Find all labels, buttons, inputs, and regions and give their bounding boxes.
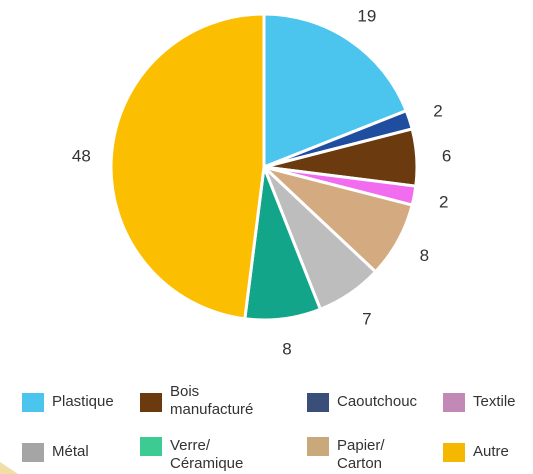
pie-slice-8 (109, 12, 266, 321)
data-label-3: 6 (442, 147, 451, 166)
legend-swatch-metal (22, 443, 44, 462)
data-label-5: 8 (420, 246, 429, 265)
legend-label-bois-line1: Bois (170, 383, 200, 400)
legend-item-bois: Bois manufacturé (140, 383, 253, 419)
legend-item-metal: Métal (22, 443, 89, 462)
data-label-4: 2 (439, 192, 448, 211)
legend-label-papier-line1: Papier/ (337, 437, 385, 454)
legend-label-bois: Bois manufacturé (170, 383, 253, 419)
legend-swatch-textile (443, 393, 465, 412)
legend-label-verre-line1: Verre/ (170, 437, 211, 454)
legend-label-autre: Autre (473, 443, 509, 460)
legend-label-bois-line2: manufacturé (170, 401, 254, 418)
legend-label-textile: Textile (473, 393, 516, 410)
legend-swatch-bois (140, 393, 162, 412)
legend-label-verre: Verre/ Céramique (170, 437, 243, 473)
legend-label-papier: Papier/ Carton (337, 437, 385, 473)
data-label-2: 2 (433, 101, 442, 120)
legend-label-verre-line2: Céramique (170, 455, 244, 472)
legend-item-plastique: Plastique (22, 393, 114, 412)
legend-item-verre: Verre/ Céramique (140, 437, 243, 473)
pie-slice-1 (262, 12, 409, 170)
legend-label-papier-line2: Carton (337, 455, 383, 472)
legend-swatch-papier (307, 437, 329, 456)
legend-label-metal: Métal (52, 443, 89, 460)
data-label-6: 7 (362, 309, 371, 328)
legend-swatch-plastique (22, 393, 44, 412)
legend-swatch-verre (140, 437, 162, 456)
legend-label-plastique: Plastique (52, 393, 114, 410)
legend-item-caoutchouc: Caoutchouc (307, 393, 417, 412)
legend-item-papier: Papier/ Carton (307, 437, 385, 473)
legend-swatch-caoutchouc (307, 393, 329, 412)
data-label-8: 48 (72, 147, 91, 166)
legend-label-caoutchouc: Caoutchouc (337, 393, 418, 410)
data-label-1: 19 (357, 7, 376, 26)
legend-swatch-autre (443, 443, 465, 462)
data-label-7: 8 (282, 340, 291, 359)
legend-item-autre: Autre (443, 443, 509, 462)
legend-item-textile: Textile (443, 393, 516, 412)
